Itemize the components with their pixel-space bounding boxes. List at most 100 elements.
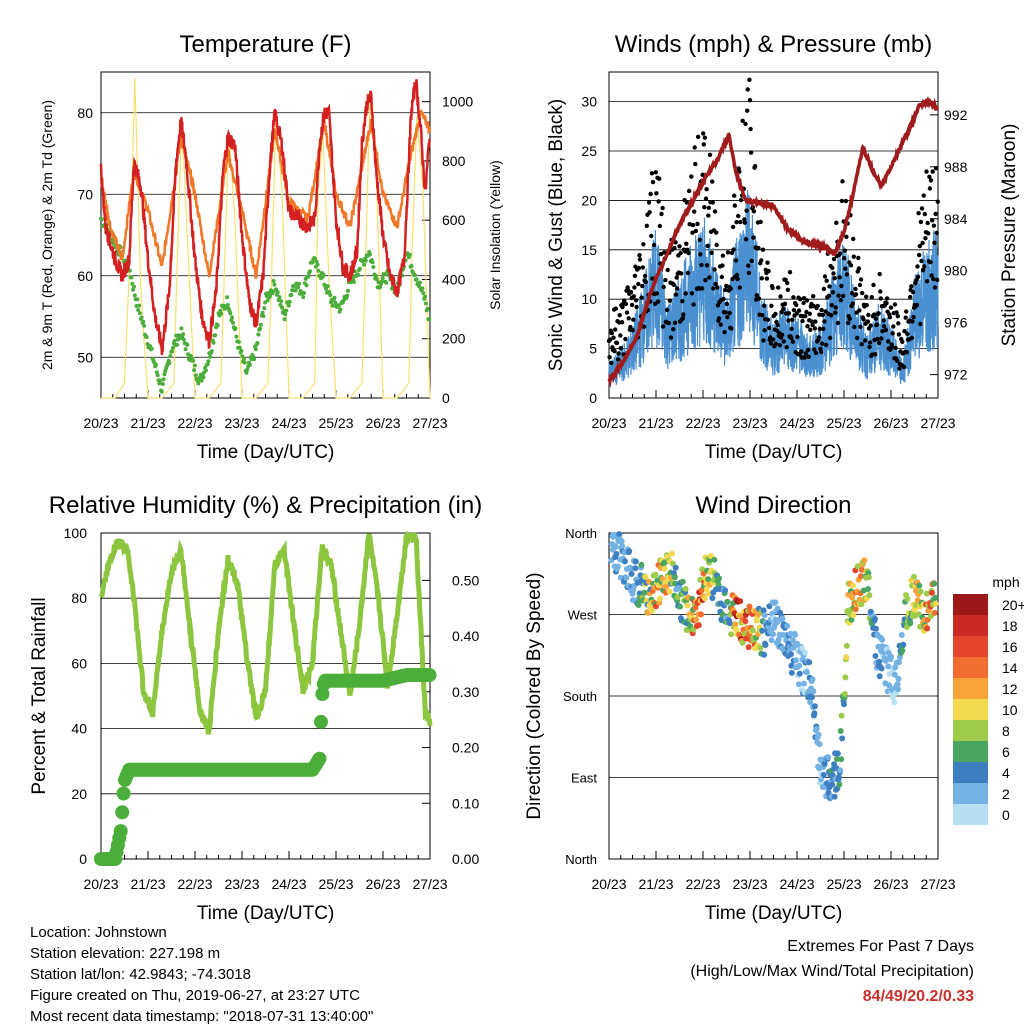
temperature-dewpoint-point [304,283,309,288]
winds-gust-point [932,240,937,245]
temperature-dewpoint-point [211,340,216,345]
direction-direction-point [745,644,752,651]
direction-direction-point [623,574,630,581]
temperature-dewpoint-point [196,381,201,386]
direction-direction-point [619,543,626,549]
winds-gust-point [691,302,696,307]
winds-gust-point [931,276,936,282]
winds-gust-point [895,314,900,319]
direction-direction-point [882,657,889,664]
winds-gust-point [802,355,807,360]
winds-gust-point [686,250,691,256]
direction-direction-point [698,611,705,618]
winds-gust-point [919,258,924,264]
winds-gust-point [701,142,706,147]
winds-gust-point [654,291,660,296]
direction-direction-point [835,774,842,781]
temperature-dewpoint-point [289,292,294,297]
direction-legend-label: 18 [1002,618,1018,634]
direction-direction-point [618,538,625,545]
winds-gust-point [650,179,656,185]
winds-gust-point [721,296,726,302]
direction-legend-title: mph [992,574,1019,590]
winds-gust-point [629,302,635,308]
winds-gust-point [737,285,742,290]
winds-gust-point [699,262,704,268]
winds-gust-point [633,298,639,303]
winds-gust-point [931,223,937,228]
direction-direction-point [809,676,816,683]
winds-gust-point [818,349,824,355]
humidity-y2-tick-label: 0.50 [452,572,479,588]
temperature-dewpoint-point [233,326,238,331]
direction-direction-point [663,583,670,590]
winds-gust-point [879,336,884,341]
direction-direction-point [784,622,791,629]
winds-gust-point [837,275,842,280]
direction-direction-point [793,657,800,664]
winds-gust-point [915,264,920,269]
temperature-dewpoint-point [142,323,147,328]
winds-gust-point [781,339,786,344]
direction-direction-point [916,582,923,589]
winds-gust-point [618,333,623,338]
direction-direction-point [737,598,744,605]
temperature-dewpoint-point [321,272,326,277]
winds-gust-point [761,303,767,308]
humidity-precip-point [113,824,128,839]
winds-gust-point [827,284,832,289]
temperature-dewpoint-point [237,345,242,350]
winds-gust-point [628,324,633,330]
winds-pressure-series [607,96,940,388]
winds-gust-point [743,237,749,242]
winds-gust-point [910,289,916,295]
station-elevation: Station elevation: 227.198 m [30,945,221,962]
winds-gust-point [806,354,811,359]
winds-gust-point [873,316,878,321]
winds-gust-point [853,286,858,292]
temperature-dewpoint-point [242,360,247,365]
temperature-chart-title: Temperature (F) [179,31,351,58]
direction-legend-label: 14 [1002,660,1018,676]
winds-gust-point [933,166,939,171]
direction-direction-point [833,756,840,762]
winds-gust-point [840,293,846,299]
winds-y2-tick-label: 984 [944,211,968,227]
winds-gust-point [915,274,921,279]
winds-gust-point [821,286,827,292]
direction-direction-point [622,558,628,565]
temperature-dewpoint-point [193,373,198,378]
winds-gust-point [646,200,652,205]
winds-gust-point [875,336,880,342]
winds-gust-point [745,87,750,92]
winds-gust-point [707,275,712,280]
station-info: Location: Johnstown Station elevation: 2… [30,922,373,1027]
winds-gust-point [804,298,810,303]
winds-gust-point [844,272,850,277]
humidity-x-tick-label: 21/23 [130,876,165,892]
winds-gust-point [731,247,736,252]
winds-gust-point [782,301,788,306]
winds-gust-point [801,300,806,306]
winds-gust-point [820,341,825,346]
temperature-dewpoint-point [206,359,211,364]
winds-gust-point [619,320,625,325]
winds-gust-point [672,320,678,325]
temperature-dewpoint-point [215,323,220,328]
direction-direction-point [931,580,938,587]
winds-gust-point [751,235,756,240]
winds-gust-point [798,297,803,302]
winds-gust-point [823,342,829,348]
winds-gust-point [811,294,816,299]
temperature-dewpoint-point [423,294,427,299]
direction-direction-point [811,703,818,710]
direction-direction-point [806,659,813,666]
temperature-dewpoint-point [159,389,164,394]
direction-direction-point [741,630,748,637]
winds-gust-point [829,313,834,318]
winds-gust-point [874,322,880,327]
temperature-dewpoint-point [149,346,154,351]
winds-gust-point [703,278,708,283]
winds-gust-point [614,340,620,346]
humidity-x-tick-label: 26/23 [365,876,400,892]
